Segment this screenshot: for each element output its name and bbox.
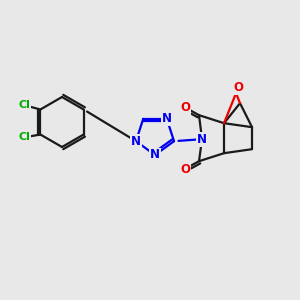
- Text: Cl: Cl: [18, 100, 30, 110]
- Text: O: O: [233, 81, 243, 94]
- Text: N: N: [162, 112, 172, 125]
- Text: N: N: [197, 133, 207, 146]
- Text: N: N: [150, 148, 160, 161]
- Text: Cl: Cl: [18, 133, 30, 142]
- Text: O: O: [180, 101, 190, 114]
- Text: N: N: [131, 135, 141, 148]
- Text: O: O: [180, 163, 190, 176]
